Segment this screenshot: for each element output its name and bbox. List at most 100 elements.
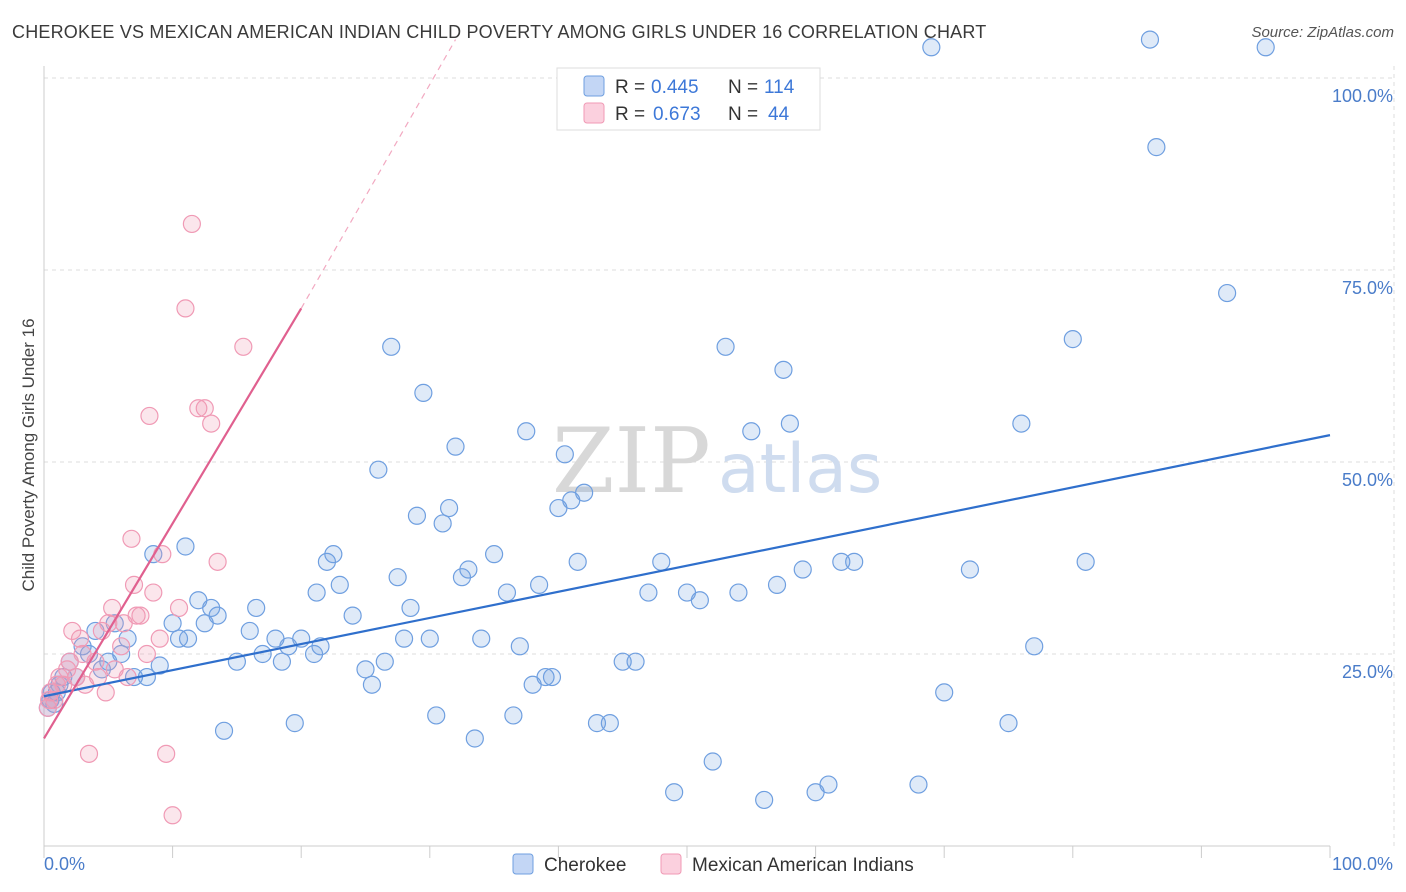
cherokee-point-111	[1140, 30, 1160, 49]
legend-n-value-2: 44	[768, 104, 790, 125]
cherokee-point-25	[178, 629, 198, 648]
cherokee-point-88	[690, 591, 709, 610]
cherokee-point-48	[362, 675, 382, 694]
mexican-point-17	[103, 598, 122, 618]
cherokee-point-70	[517, 422, 536, 441]
cherokee-point-103	[922, 38, 941, 57]
cherokee-point-32	[240, 621, 259, 641]
watermark-atlas: atlas	[718, 430, 882, 509]
cherokee-point-82	[613, 652, 632, 671]
cherokee-point-50	[375, 652, 394, 671]
cherokee-trend-line	[43, 434, 1331, 698]
mexican-point-34	[176, 299, 195, 318]
cherokee-point-104	[935, 683, 954, 702]
cherokee-point-97	[793, 560, 812, 579]
cherokee-point-89	[703, 752, 722, 771]
chart-title: CHEROKEE VS MEXICAN AMERICAN INDIAN CHIL…	[12, 22, 987, 42]
cherokee-point-110	[1076, 552, 1095, 571]
cherokee-point-95	[774, 360, 793, 379]
legend-r-label-2: R =	[615, 104, 645, 125]
mexican-point-30	[153, 545, 172, 564]
mexican-point-33	[169, 598, 189, 618]
mexican-point-26	[137, 644, 156, 664]
cherokee-point-33	[247, 598, 266, 618]
cherokee-point-63	[459, 560, 478, 579]
cherokee-point-83	[626, 652, 645, 671]
cherokee-point-46	[343, 606, 362, 625]
cherokee-point-67	[497, 583, 517, 602]
mexican-point-36	[189, 399, 208, 418]
legend-n-label-1: N =	[728, 77, 758, 98]
mexican-point-40	[234, 337, 253, 356]
cherokee-point-30	[214, 721, 234, 740]
cherokee-point-64	[465, 729, 484, 748]
cherokee-point-57	[420, 629, 439, 648]
cherokee-point-29	[208, 606, 227, 625]
mexican-point-35	[182, 214, 201, 234]
top-legend: R = 0.445 N = 114 R = 0.673 N = 44	[556, 67, 821, 131]
cherokee-point-86	[665, 783, 684, 802]
cherokee-point-65	[472, 629, 491, 648]
cherokee-point-81	[600, 714, 619, 733]
mexican-trend-line	[43, 307, 303, 740]
cherokee-point-96	[780, 414, 799, 433]
source-label: Source: ZipAtlas.com	[1251, 24, 1394, 41]
mexican-point-43	[96, 683, 115, 702]
bottom-legend-swatch-mexican	[660, 853, 682, 875]
x-tick-label-2: 100.0%	[1332, 854, 1393, 874]
legend-swatch-cherokee	[583, 75, 605, 97]
cherokee-point-22	[163, 614, 182, 633]
mexican-point-39	[208, 552, 227, 571]
cherokee-point-51	[382, 337, 401, 356]
mexican-point-24	[127, 606, 146, 625]
cherokee-point-74	[542, 667, 562, 687]
cherokee-point-93	[755, 790, 774, 810]
data-points	[38, 30, 1275, 825]
cherokee-point-84	[639, 583, 658, 602]
mexican-point-29	[150, 629, 169, 648]
bottom-legend-swatch-cherokee	[512, 853, 534, 875]
y-tick-label-2: 50.0%	[1342, 470, 1393, 490]
cherokee-point-100	[832, 552, 851, 571]
cherokee-point-55	[407, 506, 427, 525]
bottom-legend-label-mexican: Mexican American Indians	[692, 855, 914, 876]
mexican-point-28	[144, 583, 163, 602]
cherokee-point-114	[1256, 38, 1275, 57]
mexican-point-12	[79, 744, 99, 763]
x-tick-label-1: 0.0%	[44, 854, 85, 874]
cherokee-point-102	[909, 775, 928, 794]
cherokee-point-73	[536, 667, 555, 687]
mexican-point-31	[157, 744, 176, 763]
cherokee-point-78	[568, 552, 587, 571]
cherokee-point-76	[555, 445, 574, 464]
legend-r-label-1: R =	[615, 77, 645, 98]
mexican-point-25	[131, 606, 150, 625]
cherokee-point-105	[960, 560, 980, 579]
legend-r-value-1: 0.445	[651, 77, 699, 98]
cherokee-point-41	[307, 583, 326, 602]
cherokee-point-106	[999, 714, 1018, 733]
mexican-point-44	[63, 621, 82, 641]
cherokee-point-113	[1218, 283, 1237, 303]
mexican-trend-extension	[300, 39, 457, 309]
cherokee-point-16	[112, 644, 131, 664]
cherokee-point-61	[446, 437, 465, 456]
y-tick-label-4: 100.0%	[1332, 86, 1393, 106]
trend-lines	[43, 39, 1331, 740]
cherokee-point-52	[388, 568, 407, 587]
legend-n-value-1: 114	[764, 77, 795, 98]
bottom-legend: Cherokee Mexican American Indians	[512, 853, 914, 876]
cherokee-point-60	[439, 498, 459, 518]
mexican-point-38	[202, 414, 221, 433]
cherokee-point-79	[575, 483, 594, 502]
y-tick-label-1: 25.0%	[1342, 662, 1393, 682]
cherokee-point-107	[1012, 414, 1031, 433]
cherokee-point-45	[330, 575, 349, 594]
cherokee-point-99	[819, 775, 838, 794]
cherokee-point-80	[587, 714, 607, 733]
legend-n-label-2: N =	[728, 104, 758, 125]
cherokee-point-21	[150, 656, 169, 675]
cherokee-point-53	[394, 629, 414, 648]
mexican-point-37	[195, 399, 214, 418]
